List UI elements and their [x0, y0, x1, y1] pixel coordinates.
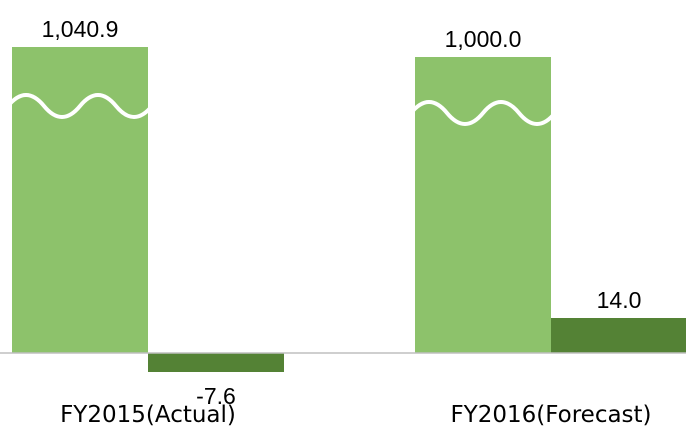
axis-break-fy2016	[409, 100, 557, 126]
bar-fy2015-sales	[12, 47, 148, 353]
bar-fy2015-income	[148, 353, 284, 372]
bars-group	[12, 47, 686, 372]
x-tick-label-fy2015: FY2015(Actual)	[60, 402, 236, 428]
data-label-fy2015-sales: 1,040.9	[42, 16, 119, 42]
x-tick-label-fy2016: FY2016(Forecast)	[450, 402, 651, 428]
axis-break-fy2015	[6, 93, 154, 119]
data-label-fy2016-income: 14.0	[597, 287, 642, 313]
data-label-fy2015-income: -7.6	[196, 383, 236, 409]
bar-fy2016-income	[551, 318, 686, 353]
axis-breaks-group	[6, 93, 557, 126]
data-label-fy2016-sales: 1,000.0	[445, 26, 522, 52]
